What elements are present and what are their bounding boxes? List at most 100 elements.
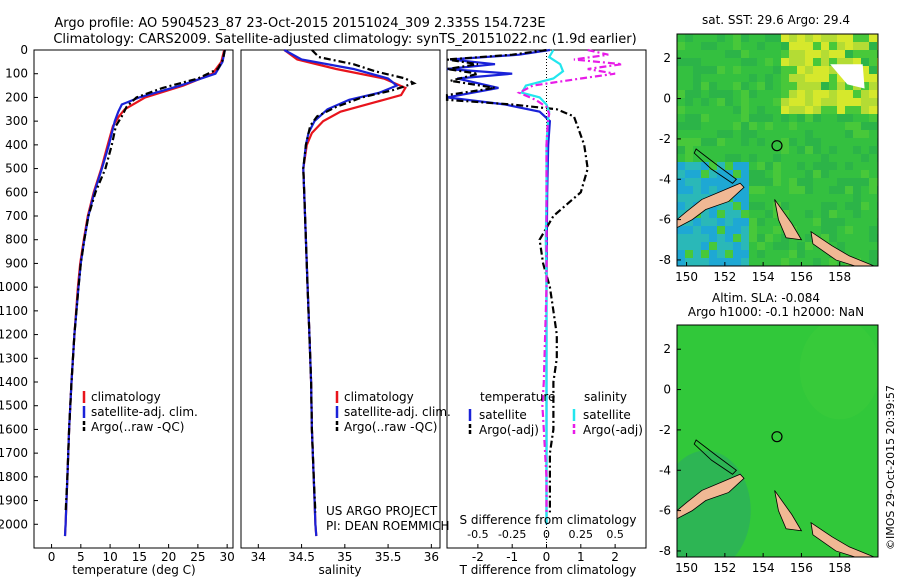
- sst-cell: [757, 170, 765, 178]
- lon-tick-label: 158: [828, 561, 851, 575]
- sla-low-region: [677, 450, 751, 557]
- sst-cell: [869, 154, 877, 162]
- sst-cell: [685, 34, 693, 42]
- sst-cell: [709, 170, 717, 178]
- sst-cell: [829, 186, 837, 194]
- imos-credit: ©IMOS 29-Oct-2015 20:39:57: [884, 385, 897, 550]
- sst-cell: [869, 194, 877, 202]
- sst-cell: [757, 90, 765, 98]
- sst-cell: [837, 154, 845, 162]
- sst-cell: [757, 58, 765, 66]
- sst-cell: [757, 210, 765, 218]
- sst-cell: [789, 74, 797, 82]
- sst-cell: [741, 138, 749, 146]
- sst-cell: [781, 42, 789, 50]
- temperature-x-ticks: 0 5 10 15 20 25 30: [48, 544, 235, 564]
- sst-cell: [781, 66, 789, 74]
- legend-entry: climatology: [91, 390, 161, 404]
- sst-cell: [789, 130, 797, 138]
- sst-cell: [717, 210, 725, 218]
- sst-cell: [797, 114, 805, 122]
- sst-cell: [773, 218, 781, 226]
- sst-cell: [781, 114, 789, 122]
- sst-cell: [821, 50, 829, 58]
- sst-cell: [821, 194, 829, 202]
- sst-cell: [829, 258, 837, 266]
- x-tick-label: 10: [102, 550, 117, 564]
- sst-cell: [805, 226, 813, 234]
- sst-cell: [701, 50, 709, 58]
- sst-cell: [749, 162, 757, 170]
- series-line-climatology: [63, 49, 226, 537]
- sst-cell: [709, 250, 717, 258]
- sst-cell: [709, 130, 717, 138]
- sst-cell: [861, 226, 869, 234]
- sst-cell: [853, 138, 861, 146]
- series-line-climatology: [283, 49, 407, 537]
- sst-cell: [781, 106, 789, 114]
- sst-cell: [861, 218, 869, 226]
- sst-cell: [853, 146, 861, 154]
- sst-cell: [765, 90, 773, 98]
- sst-cell: [749, 114, 757, 122]
- sst-cell: [869, 98, 877, 106]
- sst-cell: [797, 74, 805, 82]
- sst-cell: [685, 42, 693, 50]
- lat-tick-label: -2: [659, 423, 671, 437]
- sst-cell: [717, 82, 725, 90]
- sst-cell: [829, 42, 837, 50]
- temperature-panel: 0 5 10 15 20 25 30 temperature (deg C) climato…: [33, 49, 235, 577]
- sst-cell: [749, 130, 757, 138]
- sst-cell: [693, 90, 701, 98]
- sst-cell: [861, 130, 869, 138]
- sst-cell: [709, 90, 717, 98]
- sst-cell: [701, 218, 709, 226]
- sst-cell: [749, 50, 757, 58]
- depth-tick-label: 900: [5, 256, 28, 270]
- sst-cell: [829, 138, 837, 146]
- float-position-marker: [771, 140, 783, 152]
- sst-cell: [773, 234, 781, 242]
- sst-cell: [733, 258, 741, 266]
- sst-cell: [829, 226, 837, 234]
- x-tick-label: -2: [472, 550, 484, 564]
- sst-cell: [765, 50, 773, 58]
- sst-cell: [701, 58, 709, 66]
- salinity-difference-ticks: -0.5 -0.25 0 0.25 0.5: [467, 528, 624, 541]
- sst-cell: [797, 194, 805, 202]
- sst-cell: [861, 122, 869, 130]
- sst-cell: [693, 178, 701, 186]
- sst-cell: [821, 226, 829, 234]
- sst-cell: [709, 66, 717, 74]
- sst-cell: [701, 162, 709, 170]
- sst-cell: [829, 202, 837, 210]
- map-frame: [676, 324, 879, 558]
- sst-cell: [677, 50, 685, 58]
- sst-cell: [693, 170, 701, 178]
- depth-tick-label: 1700: [0, 446, 28, 460]
- legend-entry: satellite: [479, 408, 527, 422]
- sst-cell: [797, 226, 805, 234]
- map-field: [677, 325, 878, 557]
- sst-cell: [741, 50, 749, 58]
- sst-cell: [813, 226, 821, 234]
- sst-cell: [773, 170, 781, 178]
- x2-tick-label: -0.5: [467, 528, 488, 541]
- sst-cell: [821, 258, 829, 266]
- sst-cell: [805, 178, 813, 186]
- sst-cell: [677, 58, 685, 66]
- sst-cell: [797, 50, 805, 58]
- sst-cell: [805, 250, 813, 258]
- sst-cell: [757, 226, 765, 234]
- sst-cell: [797, 178, 805, 186]
- sst-cell: [813, 74, 821, 82]
- sst-cell: [685, 114, 693, 122]
- sst-cell: [749, 34, 757, 42]
- sst-cell: [853, 170, 861, 178]
- sst-cell: [853, 194, 861, 202]
- sst-cell: [837, 162, 845, 170]
- sst-cell: [765, 162, 773, 170]
- sst-cell: [677, 234, 685, 242]
- sst-cell: [757, 258, 765, 266]
- sst-cell: [813, 42, 821, 50]
